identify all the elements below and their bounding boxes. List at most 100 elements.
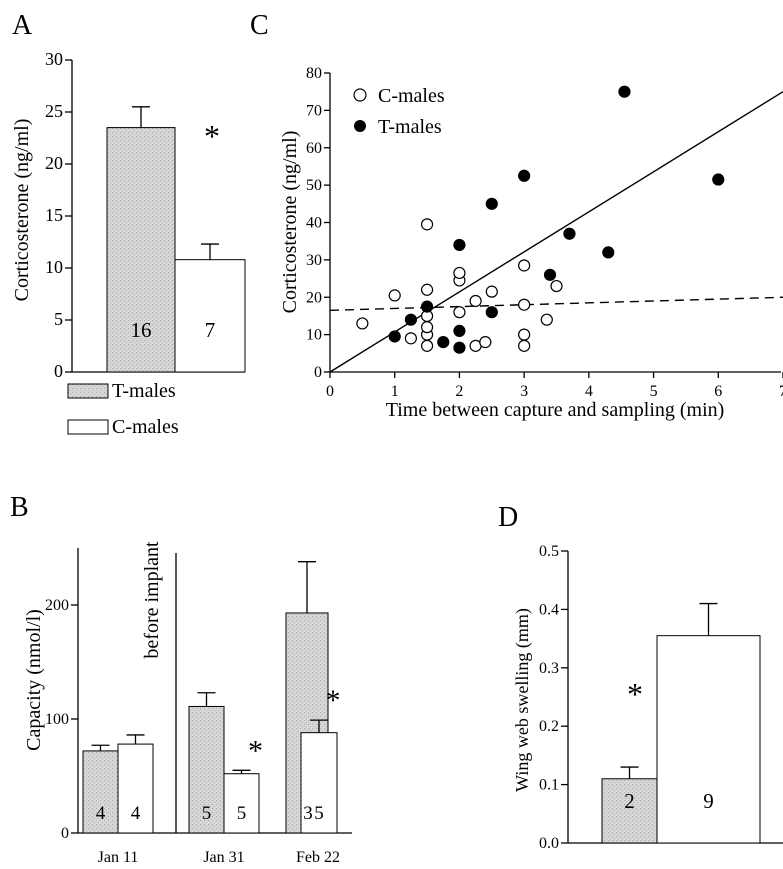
panel-c-point-t-males <box>453 324 466 337</box>
panel-c-point-t-males <box>543 268 557 281</box>
panel-c-point-c-males <box>479 336 492 349</box>
panel-b-category-label: Jan 31 <box>203 849 244 866</box>
panel-c-x-tick-label: 0 <box>326 383 334 400</box>
panel-c-point-t-males <box>388 330 401 343</box>
panel-b-divider-label: before implant <box>141 541 163 659</box>
panel-c-x-tick-label: 7 <box>779 383 783 400</box>
panel-b-y-tick-label: 0 <box>61 825 69 842</box>
panel-c-fit-lines <box>329 91 783 373</box>
panel-c-point-c-males <box>420 321 434 334</box>
panel-c-point-c-males <box>420 218 434 231</box>
panel-c-y-tick-label: 50 <box>306 177 322 194</box>
panel-b-bar-c-males <box>300 732 338 834</box>
panel-a-axis: 0 5 10 15 20 25 30 <box>45 49 245 381</box>
panel-d-y-tick-label: 0.4 <box>539 601 559 618</box>
panel-c-label: C <box>250 10 269 41</box>
panel-b-bar-t-males <box>82 750 119 834</box>
panel-b-y-tick-label: 200 <box>45 597 69 614</box>
panel-c-x-tick-label: 4 <box>585 383 593 400</box>
panel-c-x-tick-label: 6 <box>714 383 722 400</box>
panel-c-point-c-males <box>540 313 553 326</box>
panel-b-category-label: Jan 11 <box>98 849 139 866</box>
panel-a-n-label: 16 <box>131 318 152 342</box>
panel-c-point-t-males <box>518 169 531 182</box>
panel-c-fit-t-males <box>329 91 783 373</box>
panel-d-bars: 2 9 * <box>601 602 761 844</box>
panel-c-axis: 0 10 20 30 40 50 60 70 80 0 1 2 3 4 5 6 7 <box>306 65 783 400</box>
panel-c-x-tick-label: 3 <box>520 383 528 400</box>
panel-b-label: B <box>10 492 29 523</box>
panel-b-y-tick-label: 100 <box>45 711 69 728</box>
panel-b-n-label: 4 <box>131 803 141 824</box>
panel-b-significance-star: * <box>248 734 263 767</box>
panel-c-y-tick-label: 30 <box>306 252 322 269</box>
panel-d: D Wing web swelling (mm) 0.0 0.1 0.2 0.3 0.4… <box>498 502 783 852</box>
panel-c-point-c-males <box>518 339 531 352</box>
panel-a-y-tick-label: 25 <box>45 101 63 121</box>
panel-c-point-c-males <box>485 285 498 298</box>
panel-a-y-tick-label: 10 <box>45 257 63 277</box>
panel-a-label: A <box>12 10 33 41</box>
panel-c-point-t-males <box>618 85 631 98</box>
panel-b-bars: 4 4 5 5*3 5* <box>82 561 341 834</box>
panel-a-y-tick-label: 15 <box>45 205 63 225</box>
panel-d-y-tick-label: 0.1 <box>539 777 559 794</box>
panel-b-category-label: Feb 22 <box>296 849 340 866</box>
panel-c-y-tick-label: 40 <box>306 215 322 232</box>
panel-a-y-tick-label: 30 <box>45 49 63 69</box>
panel-c-x-tick-label: 1 <box>391 383 399 400</box>
panel-d-label: D <box>498 502 518 533</box>
panel-a-y-tick-label: 20 <box>45 153 63 173</box>
legend-label-c-males-c: C-males <box>378 85 445 107</box>
legend-swatch-c-males <box>67 419 109 435</box>
legend-swatch-t-males <box>67 383 109 399</box>
panel-a: A Corticosterone (ng/ml) 0 5 10 15 20 25 30 16… <box>11 10 246 438</box>
panel-c-point-c-males <box>550 279 563 293</box>
panel-c-y-tick-label: 20 <box>306 289 322 306</box>
panel-d-y-tick-label: 0.3 <box>539 660 559 677</box>
panel-d-n-label: 9 <box>703 789 714 813</box>
panel-b-significance-star: * <box>326 684 341 717</box>
panel-a-bar-c-males <box>174 259 246 373</box>
legend-label-t-males: T-males <box>112 380 176 402</box>
legend-label-c-males: C-males <box>112 416 179 438</box>
panel-c-x-tick-label: 2 <box>455 383 463 400</box>
panel-c: C Corticosterone (ng/ml) Time between ca… <box>250 10 783 421</box>
panel-b-n-label: 5 <box>314 803 324 824</box>
legend-label-t-males-c: T-males <box>378 116 442 138</box>
panel-d-ylabel: Wing web swelling (mm) <box>512 608 533 792</box>
panel-a-n-label: 7 <box>205 318 216 342</box>
panel-c-point-t-males <box>485 306 498 319</box>
panel-d-y-tick-label: 0.5 <box>539 543 559 560</box>
panel-c-ylabel: Corticosterone (ng/ml) <box>279 131 301 314</box>
panel-c-point-c-males <box>518 259 531 272</box>
panel-d-bar-c-males <box>656 635 761 844</box>
legend-marker-c-males <box>353 88 367 102</box>
panel-d-n-label: 2 <box>624 789 635 813</box>
panel-c-fit-c-males <box>329 296 783 312</box>
panel-c-point-t-males <box>437 336 450 349</box>
panel-c-point-c-males <box>453 306 466 319</box>
legend-marker-t-males <box>354 120 366 132</box>
panel-c-point-t-males <box>453 341 466 354</box>
panel-b-n-label: 5 <box>237 803 247 824</box>
panel-c-point-t-males <box>712 173 725 186</box>
panel-c-point-c-males <box>453 266 466 280</box>
panel-a-y-tick-label: 5 <box>54 309 63 329</box>
panel-d-significance-star: * <box>627 676 643 712</box>
panel-a-bars: 16 7 * <box>106 106 246 373</box>
panel-a-y-tick-label: 0 <box>54 361 63 381</box>
panel-c-point-c-males <box>388 289 401 302</box>
panel-c-point-c-males <box>404 332 417 345</box>
panel-c-y-tick-label: 70 <box>306 102 322 119</box>
panel-c-y-tick-label: 80 <box>306 65 322 82</box>
panel-a-ylabel: Corticosterone (ng/ml) <box>11 119 33 302</box>
panel-b-n-label: 5 <box>202 803 212 824</box>
panel-c-point-c-males <box>420 283 434 296</box>
panel-c-point-c-males <box>518 328 531 341</box>
panel-c-y-tick-label: 0 <box>314 364 322 381</box>
panel-c-point-c-males <box>469 294 482 308</box>
panel-c-y-tick-label: 10 <box>306 327 322 344</box>
panel-d-y-tick-label: 0.0 <box>539 835 559 852</box>
